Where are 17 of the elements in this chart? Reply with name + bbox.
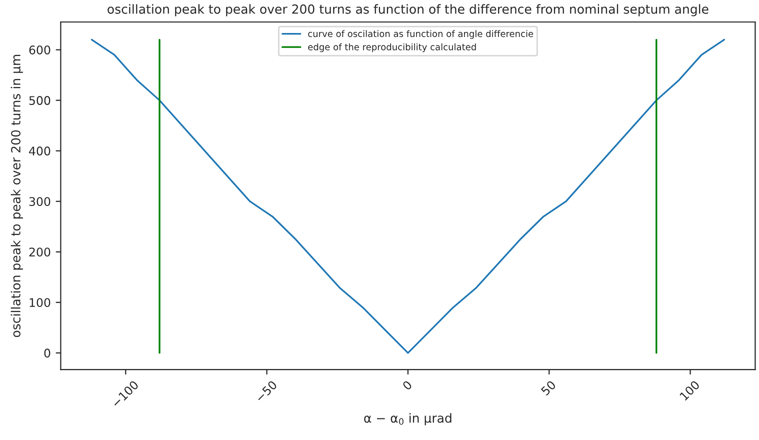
x-tick-label: 50 [540,380,556,396]
y-tick-label: 600 [29,46,50,54]
y-tick-label: 100 [30,298,50,308]
chart-title: oscillation peak to peak over 200 turns as function of the difference from nominal septum angle [108,4,708,16]
y-tick-label: 0 [44,348,50,358]
legend-label: edge of the reproducibility calculated [308,43,476,52]
x-tick-label: 100 [679,380,700,401]
y-tick-label: 500 [29,96,50,105]
y-tick-label: 300 [29,197,50,206]
y-tick-label: 400 [29,146,50,156]
x-tick-label: 0 [402,380,412,391]
y-axis-title: oscillation peak to peak over 200 turns in µm [10,54,23,338]
legend-label: curve of oscilation as function of angle differencie [308,30,534,39]
x-tick-label: −50 [254,380,278,403]
y-tick-label: 200 [29,248,50,257]
line-series [90,38,725,354]
x-axis-title: α − α$_{0}$ in µrad [364,413,452,426]
